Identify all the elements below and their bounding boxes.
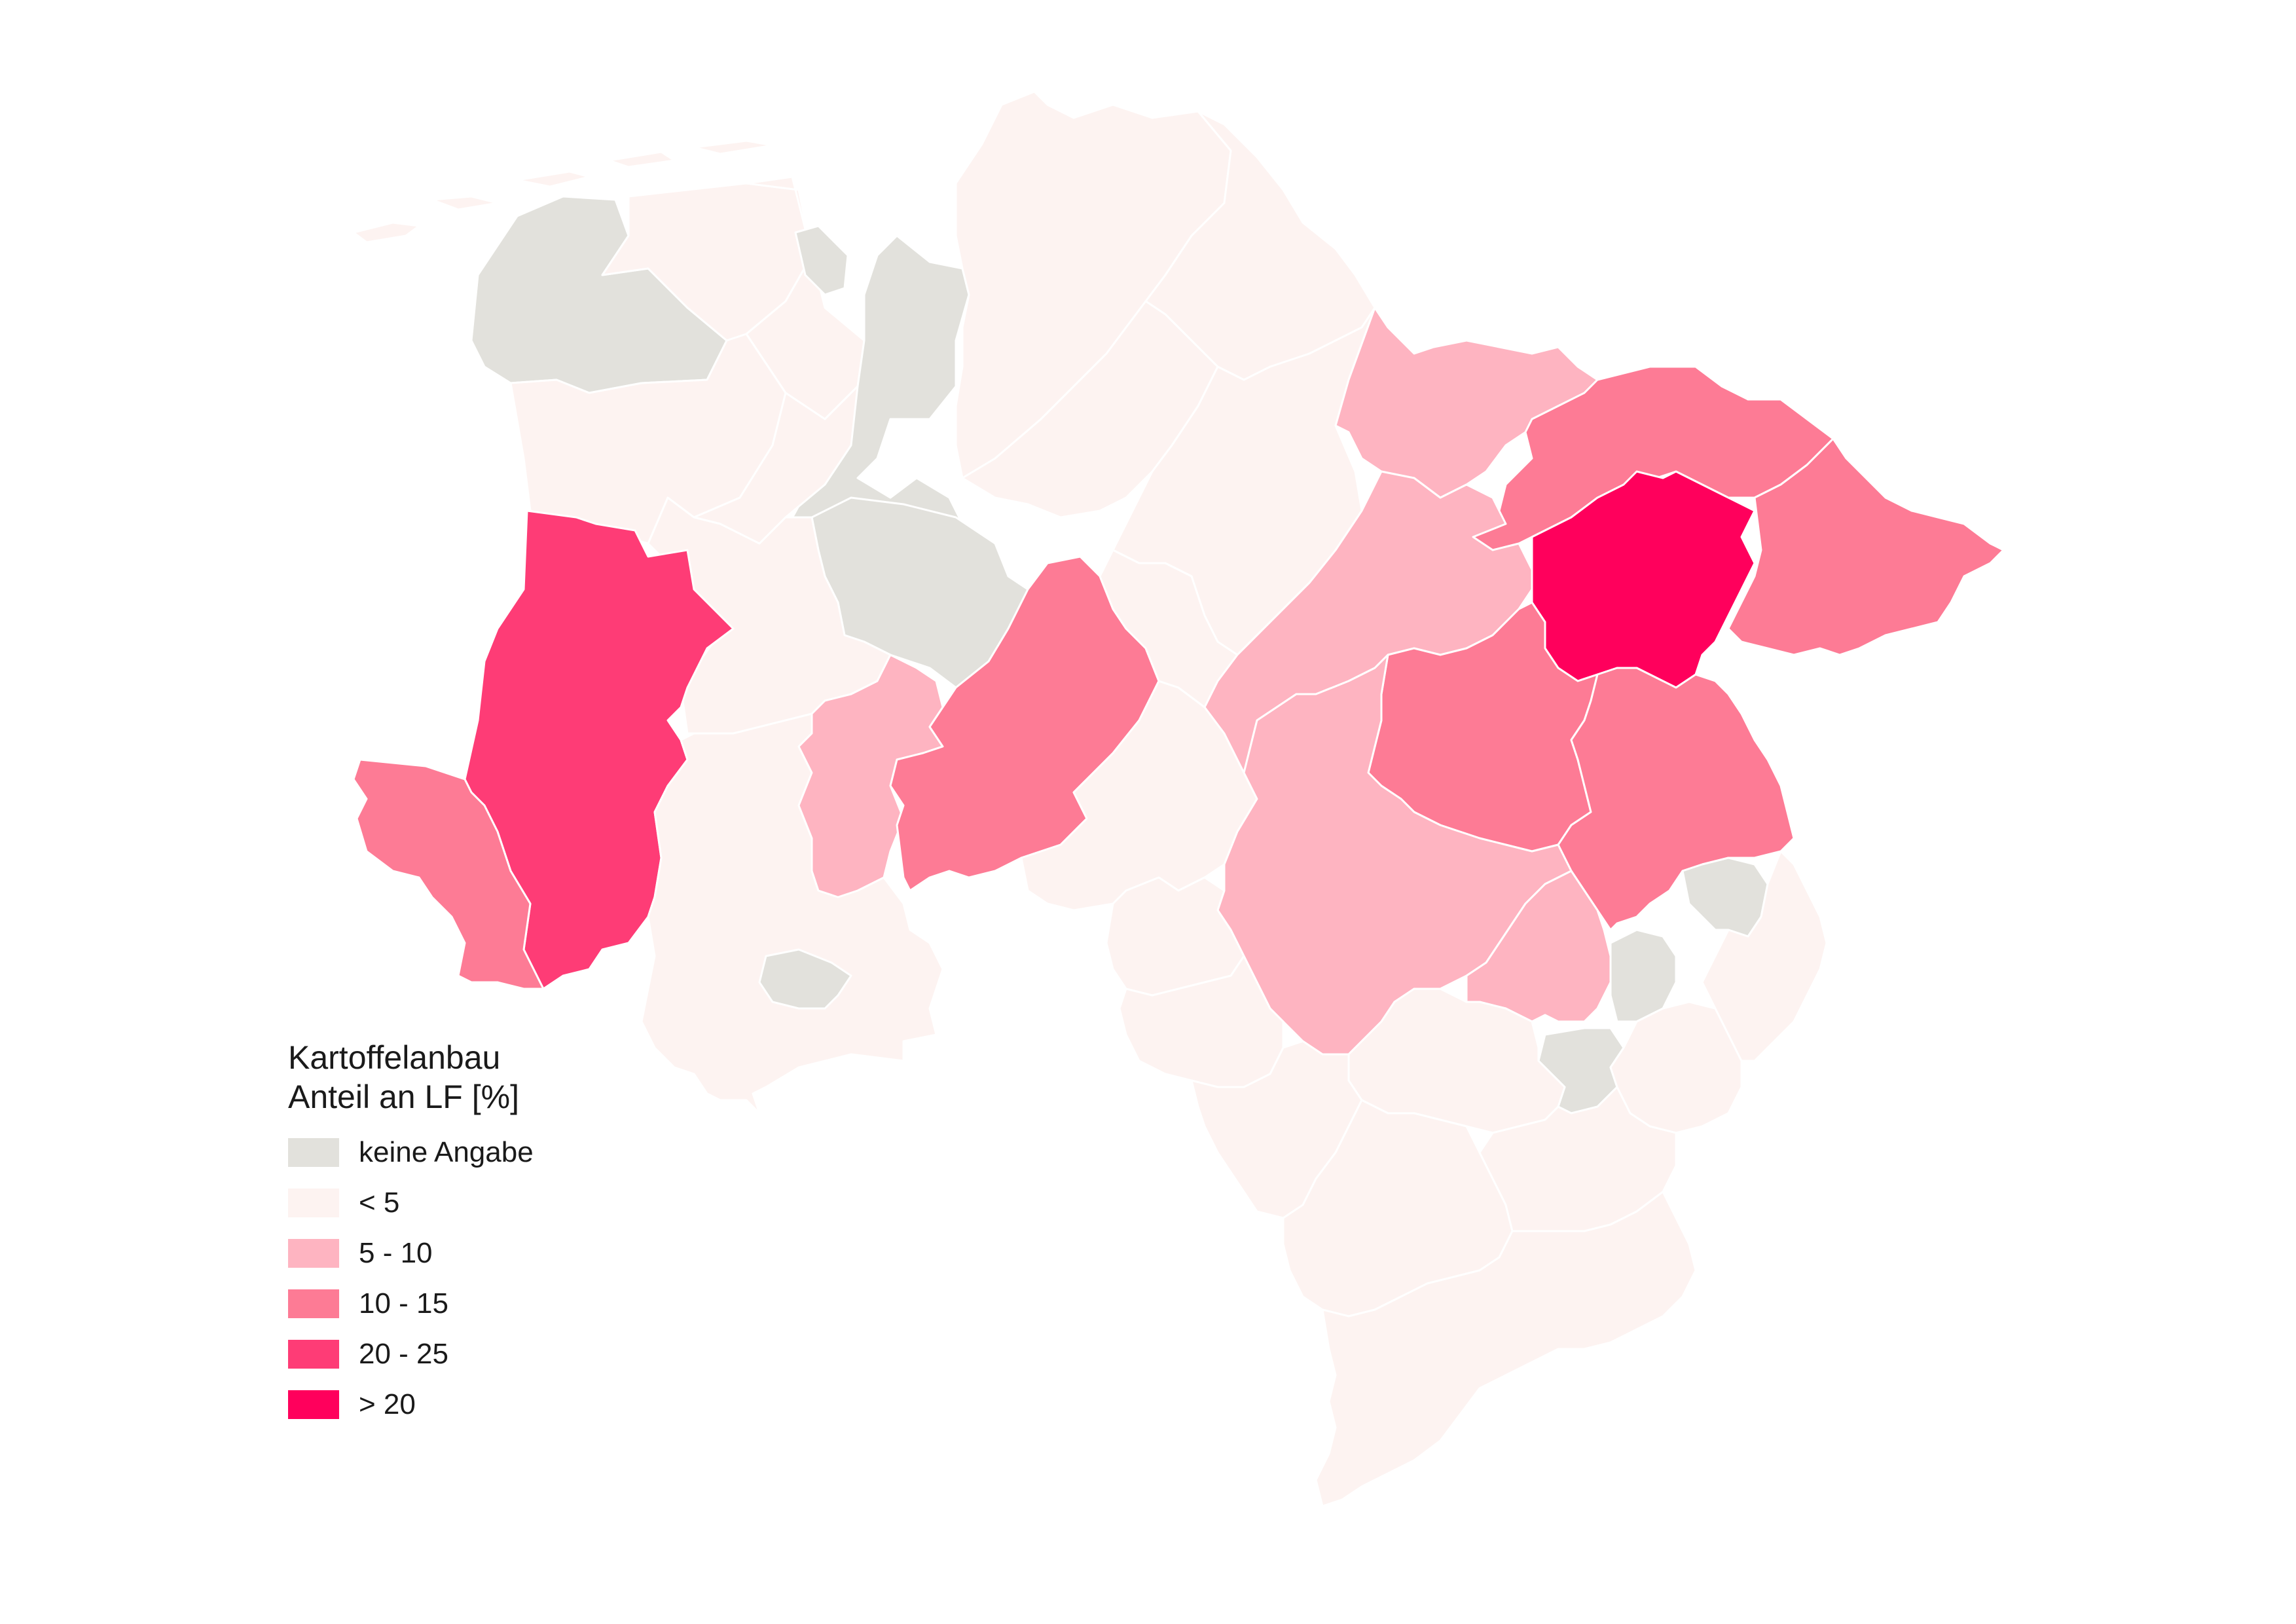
legend-swatch [288,1188,339,1217]
legend-item: < 5 [288,1177,534,1228]
map-legend: Kartoffelanbau Anteil an LF [%] keine An… [288,1038,534,1430]
legend-label: 5 - 10 [359,1236,433,1269]
legend-label: 20 - 25 [359,1337,448,1370]
legend-items: keine Angabe < 5 5 - 10 10 - 15 20 - 25 > 20 [288,1127,534,1430]
legend-item: > 20 [288,1379,534,1430]
region-wilhelmshaven [794,225,849,296]
legend-label: > 20 [359,1388,416,1420]
legend-label: 10 - 15 [359,1287,448,1320]
legend-swatch [288,1238,339,1268]
region-ostfriesland-islands [352,139,774,244]
legend-swatch [288,1137,339,1167]
region-goettingen [1315,1190,1697,1507]
legend-swatch [288,1390,339,1419]
legend-item: keine Angabe [288,1127,534,1177]
legend-swatch [288,1339,339,1369]
region-osnabrueck-city [758,948,852,1010]
region-helmstedt [1701,850,1828,1062]
region-grafschaft-bentheim [352,758,545,990]
legend-swatch [288,1289,339,1318]
legend-item: 10 - 15 [288,1278,534,1329]
legend-item: 20 - 25 [288,1329,534,1379]
region-vechta [797,654,944,898]
legend-title-line1: Kartoffelanbau [288,1039,501,1076]
legend-label: keine Angabe [359,1135,534,1168]
region-goslar [1478,1086,1677,1232]
legend-title-line2: Anteil an LF [%] [288,1079,519,1115]
legend-item: 5 - 10 [288,1228,534,1278]
region-luechow-dannenberg [1727,437,2005,656]
legend-title: Kartoffelanbau Anteil an LF [%] [288,1038,534,1116]
legend-label: < 5 [359,1186,400,1219]
